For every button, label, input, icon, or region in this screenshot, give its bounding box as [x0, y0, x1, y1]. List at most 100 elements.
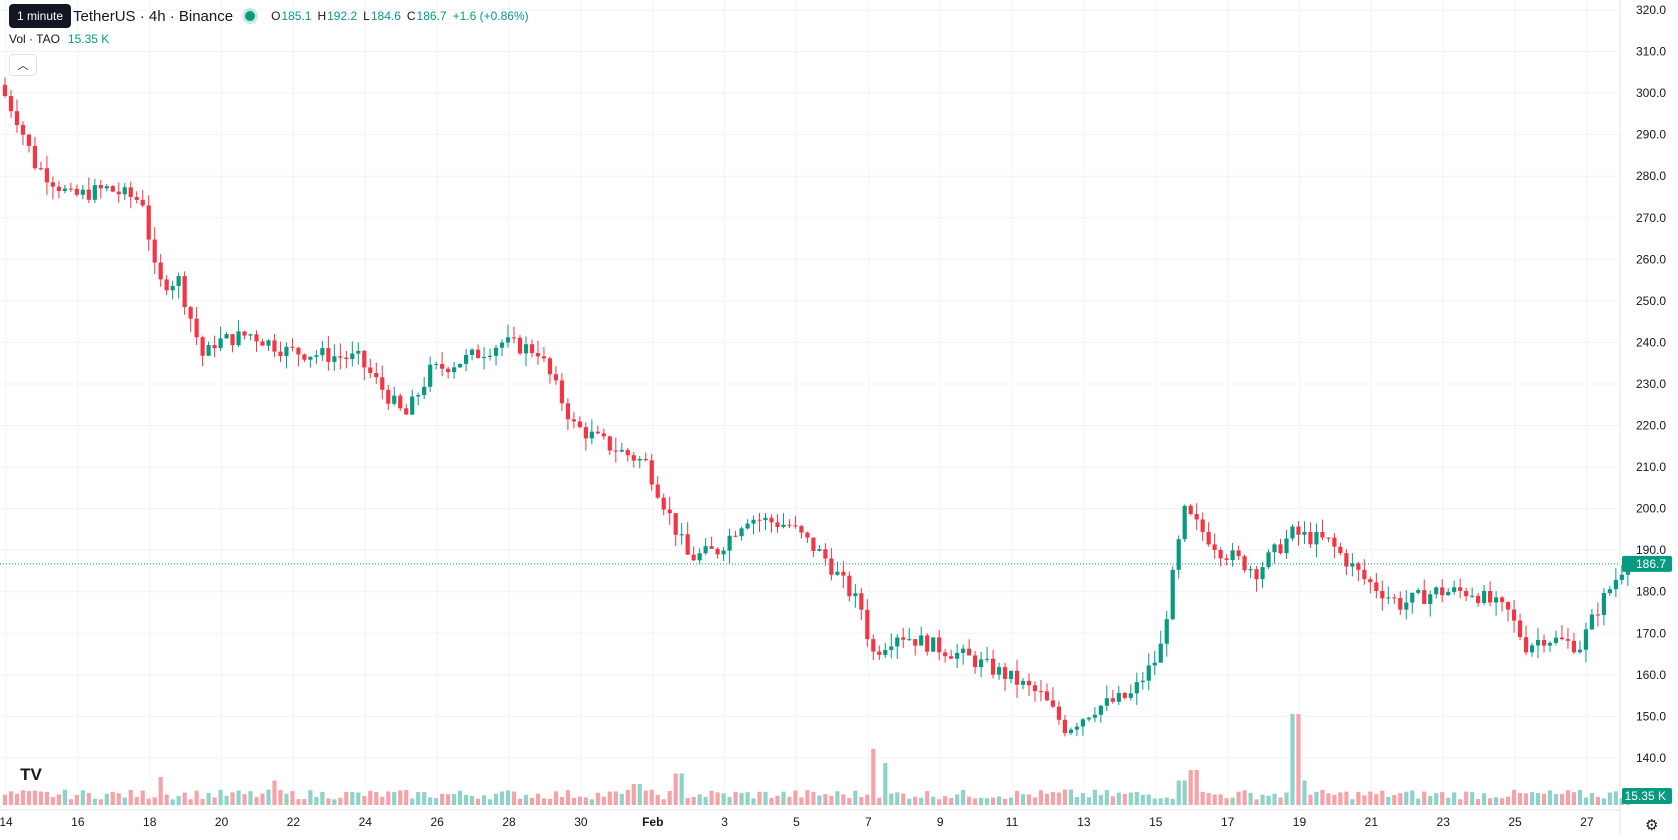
volume-bar [146, 798, 151, 805]
candle-body [1176, 539, 1181, 570]
candle-body [1230, 550, 1235, 560]
high-value: 192.2 [327, 9, 358, 23]
candle-body [1290, 526, 1295, 539]
candle-body [1302, 531, 1307, 535]
candle-body [829, 558, 834, 575]
volume-bar [326, 798, 331, 805]
volume-bar [661, 799, 666, 805]
volume-bar [1200, 791, 1205, 805]
volume-bar [1571, 792, 1577, 805]
candle-body [1511, 609, 1517, 621]
volume-bar [1206, 792, 1211, 805]
volume-legend[interactable]: Vol · TAO 15.35 K [9, 32, 109, 46]
gear-icon[interactable]: ⚙ [1645, 817, 1659, 834]
candle-body [1410, 592, 1415, 603]
volume-bar [338, 797, 343, 805]
candle-body [1128, 693, 1133, 698]
candle-body [475, 349, 481, 359]
candle-body [1398, 597, 1403, 610]
volume-bar [1008, 797, 1014, 805]
volume-bar [1164, 797, 1169, 805]
volume-bar [469, 795, 475, 805]
volume-bar [68, 799, 73, 805]
candle-body [1440, 587, 1445, 596]
volume-bar [122, 797, 127, 805]
time-tick-label: 5 [793, 815, 800, 829]
volume-bar [404, 790, 409, 805]
candle-body [74, 188, 79, 195]
volume-bar [1134, 791, 1139, 805]
candle-body [673, 513, 678, 535]
candle-body [1452, 587, 1457, 592]
candle-body [667, 509, 672, 514]
candle-body [14, 111, 20, 126]
volume-bar [481, 795, 487, 805]
symbol-title[interactable]: TetherUS · 4h · Binance [73, 7, 234, 25]
volume-bar [1002, 798, 1008, 805]
candle-body [116, 191, 121, 195]
volume-badge-bg [1622, 788, 1672, 804]
volume-bar [1314, 791, 1319, 805]
candle-body [1314, 531, 1319, 545]
volume-bar [446, 794, 451, 805]
candle-body [1505, 602, 1511, 610]
candle-body [158, 262, 163, 280]
candle-body [44, 168, 50, 183]
market-status-icon [245, 11, 256, 21]
volume-bar [1595, 796, 1600, 805]
candle-body [398, 395, 403, 409]
volume-bar [769, 798, 774, 805]
volume-bar [1230, 797, 1235, 805]
volume-bar [853, 790, 858, 805]
candle-body [541, 356, 547, 359]
candle-body [919, 635, 924, 646]
volume-bar [961, 789, 966, 805]
candle-body [1050, 700, 1056, 707]
volume-bar [1458, 799, 1463, 805]
candle-body [763, 517, 768, 521]
volume-bar [158, 777, 163, 805]
candle-body [332, 356, 337, 362]
candle-body [907, 639, 912, 641]
price-tick-label: 170.0 [1636, 626, 1666, 640]
candle-body [1182, 505, 1187, 540]
candle-body [1008, 670, 1014, 679]
volume-bar [901, 793, 906, 805]
volume-bar [1476, 799, 1481, 805]
volume-bar [565, 790, 570, 805]
candle-body [428, 364, 433, 387]
volume-bar [434, 797, 439, 805]
candle-body [1062, 719, 1068, 734]
candle-body [889, 646, 894, 650]
volume-bar [104, 793, 109, 805]
candle-body [1446, 591, 1451, 596]
volume-bar [1535, 792, 1541, 805]
candle-body [380, 377, 385, 390]
candle-body [565, 403, 570, 420]
collapse-legend-button[interactable]: ︿ [9, 54, 37, 76]
volume-bar [1140, 794, 1145, 805]
candle-body [92, 185, 97, 200]
volume-bar [1553, 794, 1559, 805]
candle-body [1242, 556, 1247, 571]
volume-bar [931, 796, 936, 805]
candle-body [1428, 594, 1433, 604]
volume-bar [679, 773, 684, 805]
volume-bar [1386, 796, 1391, 805]
volume-bar [811, 791, 816, 805]
candle-body [1589, 614, 1595, 630]
volume-bar [967, 796, 972, 805]
volume-bar [164, 794, 169, 805]
volume-bar [733, 791, 738, 805]
candle-body [655, 484, 660, 498]
time-tick-label: Feb [642, 815, 663, 829]
volume-bar [428, 797, 433, 805]
candle-body [751, 519, 756, 524]
volume-bar [913, 796, 918, 805]
volume-bar [493, 793, 499, 805]
candle-body [1416, 590, 1421, 593]
tradingview-logo-icon[interactable]: TV [15, 763, 47, 787]
